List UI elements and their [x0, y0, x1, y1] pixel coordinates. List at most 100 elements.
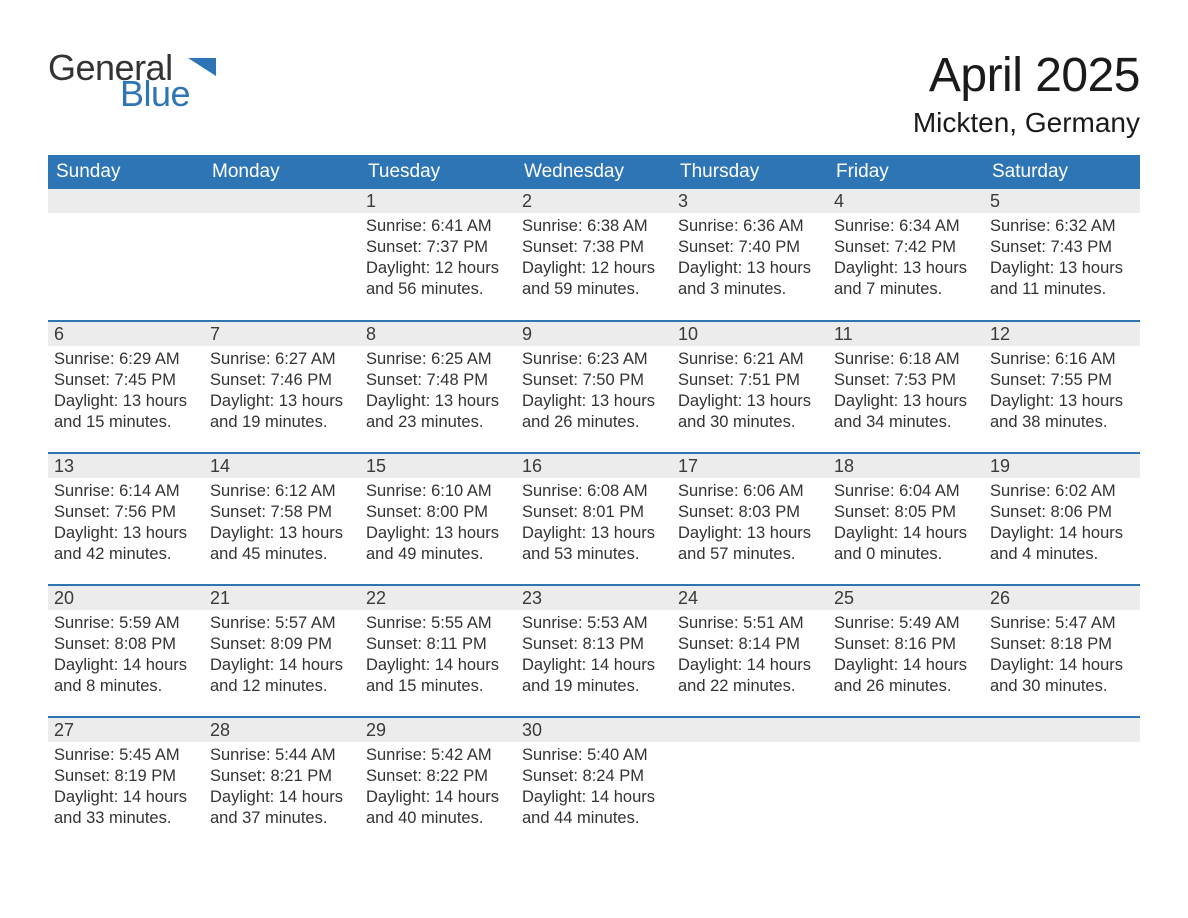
sunset-text: Sunset: 8:21 PM — [210, 766, 354, 787]
sunrise-text: Sunrise: 5:47 AM — [990, 613, 1134, 634]
day-cell: 28Sunrise: 5:44 AMSunset: 8:21 PMDayligh… — [204, 717, 360, 849]
sunrise-text: Sunrise: 5:42 AM — [366, 745, 510, 766]
day-cell — [672, 717, 828, 849]
day-body: Sunrise: 6:36 AMSunset: 7:40 PMDaylight:… — [672, 213, 828, 306]
daylight-text: Daylight: 14 hours and 37 minutes. — [210, 787, 354, 829]
week-row: 13Sunrise: 6:14 AMSunset: 7:56 PMDayligh… — [48, 453, 1140, 585]
day-cell: 3Sunrise: 6:36 AMSunset: 7:40 PMDaylight… — [672, 189, 828, 321]
sunset-text: Sunset: 8:18 PM — [990, 634, 1134, 655]
sunrise-text: Sunrise: 5:40 AM — [522, 745, 666, 766]
day-number: 22 — [360, 586, 516, 610]
day-number: 13 — [48, 454, 204, 478]
sunset-text: Sunset: 8:06 PM — [990, 502, 1134, 523]
header: General Blue April 2025 Mickten, Germany — [48, 18, 1140, 149]
day-cell: 2Sunrise: 6:38 AMSunset: 7:38 PMDaylight… — [516, 189, 672, 321]
sunrise-text: Sunrise: 6:21 AM — [678, 349, 822, 370]
daylight-text: Daylight: 14 hours and 44 minutes. — [522, 787, 666, 829]
day-number: 15 — [360, 454, 516, 478]
sunset-text: Sunset: 7:48 PM — [366, 370, 510, 391]
sunrise-text: Sunrise: 6:36 AM — [678, 216, 822, 237]
day-number — [984, 718, 1140, 742]
day-cell: 29Sunrise: 5:42 AMSunset: 8:22 PMDayligh… — [360, 717, 516, 849]
weekday-header: Tuesday — [360, 155, 516, 189]
day-body: Sunrise: 5:40 AMSunset: 8:24 PMDaylight:… — [516, 742, 672, 835]
day-body: Sunrise: 5:51 AMSunset: 8:14 PMDaylight:… — [672, 610, 828, 703]
sunset-text: Sunset: 7:58 PM — [210, 502, 354, 523]
daylight-text: Daylight: 13 hours and 15 minutes. — [54, 391, 198, 433]
day-number: 24 — [672, 586, 828, 610]
daylight-text: Daylight: 14 hours and 19 minutes. — [522, 655, 666, 697]
weekday-header-row: Sunday Monday Tuesday Wednesday Thursday… — [48, 155, 1140, 189]
daylight-text: Daylight: 13 hours and 19 minutes. — [210, 391, 354, 433]
day-body: Sunrise: 6:21 AMSunset: 7:51 PMDaylight:… — [672, 346, 828, 439]
daylight-text: Daylight: 14 hours and 30 minutes. — [990, 655, 1134, 697]
day-number: 6 — [48, 322, 204, 346]
day-body: Sunrise: 5:49 AMSunset: 8:16 PMDaylight:… — [828, 610, 984, 703]
daylight-text: Daylight: 13 hours and 3 minutes. — [678, 258, 822, 300]
sunrise-text: Sunrise: 6:29 AM — [54, 349, 198, 370]
sunrise-text: Sunrise: 6:32 AM — [990, 216, 1134, 237]
daylight-text: Daylight: 14 hours and 8 minutes. — [54, 655, 198, 697]
day-cell: 22Sunrise: 5:55 AMSunset: 8:11 PMDayligh… — [360, 585, 516, 717]
sunrise-text: Sunrise: 6:16 AM — [990, 349, 1134, 370]
sunset-text: Sunset: 7:55 PM — [990, 370, 1134, 391]
sunset-text: Sunset: 8:24 PM — [522, 766, 666, 787]
day-cell: 9Sunrise: 6:23 AMSunset: 7:50 PMDaylight… — [516, 321, 672, 453]
day-number: 2 — [516, 189, 672, 213]
location-subtitle: Mickten, Germany — [913, 107, 1140, 139]
logo: General Blue — [48, 52, 222, 109]
day-number: 30 — [516, 718, 672, 742]
day-body: Sunrise: 6:18 AMSunset: 7:53 PMDaylight:… — [828, 346, 984, 439]
day-body: Sunrise: 5:53 AMSunset: 8:13 PMDaylight:… — [516, 610, 672, 703]
day-body: Sunrise: 6:23 AMSunset: 7:50 PMDaylight:… — [516, 346, 672, 439]
day-cell: 16Sunrise: 6:08 AMSunset: 8:01 PMDayligh… — [516, 453, 672, 585]
day-body: Sunrise: 5:42 AMSunset: 8:22 PMDaylight:… — [360, 742, 516, 835]
sunrise-text: Sunrise: 5:51 AM — [678, 613, 822, 634]
daylight-text: Daylight: 13 hours and 49 minutes. — [366, 523, 510, 565]
sunrise-text: Sunrise: 6:34 AM — [834, 216, 978, 237]
daylight-text: Daylight: 14 hours and 22 minutes. — [678, 655, 822, 697]
day-body: Sunrise: 5:45 AMSunset: 8:19 PMDaylight:… — [48, 742, 204, 835]
day-body: Sunrise: 6:25 AMSunset: 7:48 PMDaylight:… — [360, 346, 516, 439]
sunset-text: Sunset: 8:11 PM — [366, 634, 510, 655]
daylight-text: Daylight: 13 hours and 57 minutes. — [678, 523, 822, 565]
sunset-text: Sunset: 8:03 PM — [678, 502, 822, 523]
day-body: Sunrise: 6:41 AMSunset: 7:37 PMDaylight:… — [360, 213, 516, 306]
day-number — [204, 189, 360, 213]
daylight-text: Daylight: 14 hours and 33 minutes. — [54, 787, 198, 829]
day-cell: 25Sunrise: 5:49 AMSunset: 8:16 PMDayligh… — [828, 585, 984, 717]
day-body: Sunrise: 5:55 AMSunset: 8:11 PMDaylight:… — [360, 610, 516, 703]
day-body — [204, 213, 360, 222]
sunrise-text: Sunrise: 6:23 AM — [522, 349, 666, 370]
week-row: 1Sunrise: 6:41 AMSunset: 7:37 PMDaylight… — [48, 189, 1140, 321]
day-cell: 1Sunrise: 6:41 AMSunset: 7:37 PMDaylight… — [360, 189, 516, 321]
weekday-header: Saturday — [984, 155, 1140, 189]
sunset-text: Sunset: 8:22 PM — [366, 766, 510, 787]
weekday-header: Sunday — [48, 155, 204, 189]
daylight-text: Daylight: 14 hours and 40 minutes. — [366, 787, 510, 829]
daylight-text: Daylight: 13 hours and 34 minutes. — [834, 391, 978, 433]
day-number: 25 — [828, 586, 984, 610]
title-block: April 2025 Mickten, Germany — [913, 18, 1140, 149]
sunset-text: Sunset: 7:51 PM — [678, 370, 822, 391]
day-number: 9 — [516, 322, 672, 346]
sunset-text: Sunset: 7:40 PM — [678, 237, 822, 258]
day-cell: 26Sunrise: 5:47 AMSunset: 8:18 PMDayligh… — [984, 585, 1140, 717]
day-body: Sunrise: 5:44 AMSunset: 8:21 PMDaylight:… — [204, 742, 360, 835]
day-cell: 4Sunrise: 6:34 AMSunset: 7:42 PMDaylight… — [828, 189, 984, 321]
day-number: 29 — [360, 718, 516, 742]
day-number: 17 — [672, 454, 828, 478]
day-number: 1 — [360, 189, 516, 213]
week-row: 20Sunrise: 5:59 AMSunset: 8:08 PMDayligh… — [48, 585, 1140, 717]
day-body — [828, 742, 984, 751]
weekday-header: Monday — [204, 155, 360, 189]
day-body: Sunrise: 6:04 AMSunset: 8:05 PMDaylight:… — [828, 478, 984, 571]
sunrise-text: Sunrise: 6:08 AM — [522, 481, 666, 502]
day-number: 21 — [204, 586, 360, 610]
day-number: 10 — [672, 322, 828, 346]
daylight-text: Daylight: 14 hours and 0 minutes. — [834, 523, 978, 565]
day-body: Sunrise: 6:27 AMSunset: 7:46 PMDaylight:… — [204, 346, 360, 439]
logo-blue: Blue — [48, 78, 190, 110]
sunset-text: Sunset: 8:05 PM — [834, 502, 978, 523]
daylight-text: Daylight: 13 hours and 38 minutes. — [990, 391, 1134, 433]
